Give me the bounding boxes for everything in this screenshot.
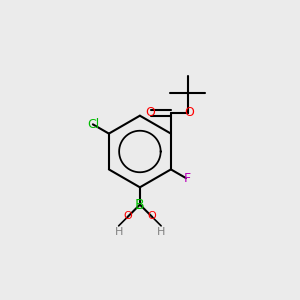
Text: O: O (123, 211, 132, 221)
Text: O: O (148, 211, 157, 221)
Text: O: O (184, 106, 194, 119)
Text: Cl: Cl (87, 118, 99, 131)
Text: B: B (135, 198, 145, 212)
Text: H: H (115, 227, 123, 237)
Text: O: O (145, 106, 155, 119)
Text: H: H (157, 227, 165, 237)
Text: F: F (184, 172, 190, 184)
